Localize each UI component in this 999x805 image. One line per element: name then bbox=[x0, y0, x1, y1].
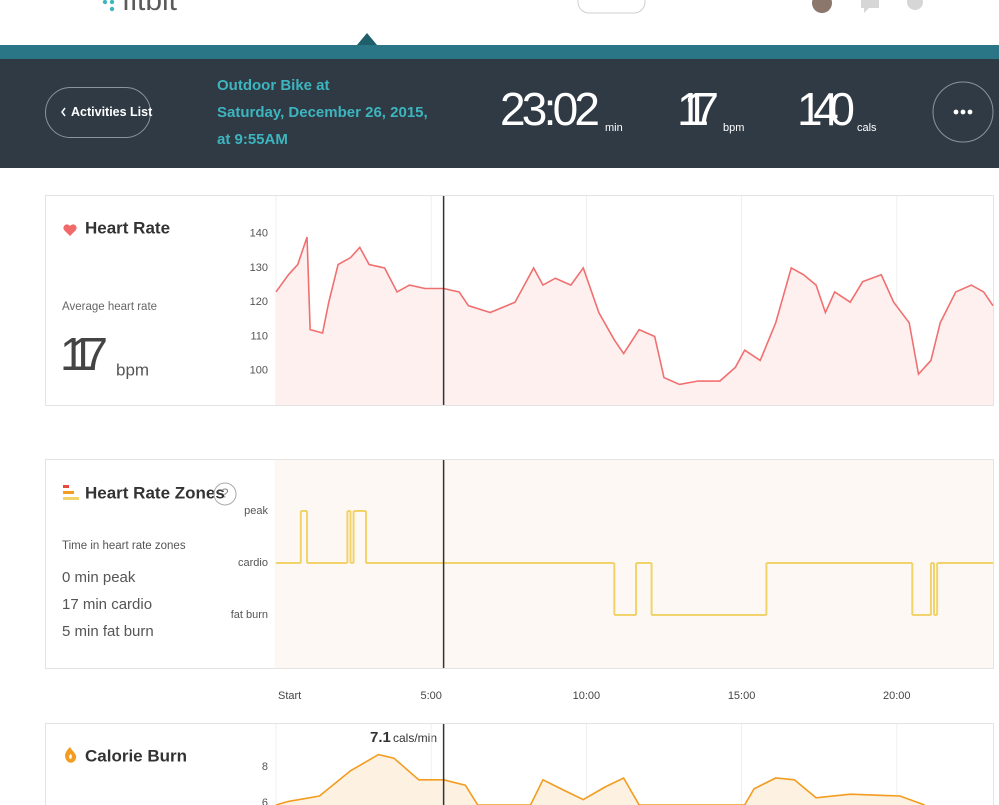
zones-summary-title: Time in heart rate zones bbox=[62, 540, 186, 552]
heart-rate-line bbox=[275, 236, 994, 386]
zone-level-label: fat burn bbox=[231, 609, 268, 621]
stat-unit: min bbox=[605, 122, 623, 134]
more-dots bbox=[953, 109, 973, 115]
cursor-unit: cals/min bbox=[393, 731, 437, 745]
activity-title: Outdoor Bike at bbox=[217, 77, 330, 94]
card-title: Calorie Burn bbox=[85, 746, 187, 765]
back-label[interactable]: Activities List bbox=[71, 105, 153, 119]
zone-level-label: cardio bbox=[238, 557, 268, 569]
y-tick-label: 8 bbox=[262, 761, 268, 773]
x-tick-label: 5:00 bbox=[420, 690, 441, 702]
calories-card bbox=[45, 723, 994, 805]
stat-unit: bpm bbox=[723, 122, 744, 134]
activity-title: at 9:55AM bbox=[217, 131, 288, 148]
avg-value: 117 bbox=[60, 328, 108, 380]
messages-icon[interactable] bbox=[861, 0, 879, 13]
zone-summary: 5 min fat burn bbox=[62, 623, 154, 640]
nav-button[interactable] bbox=[577, 0, 646, 14]
card-title: Heart Rate Zones bbox=[85, 483, 225, 502]
y-tick-label: 130 bbox=[250, 262, 268, 274]
logo[interactable]: fitbit bbox=[122, 0, 178, 17]
help-button[interactable] bbox=[213, 482, 237, 506]
activity-title: Saturday, December 26, 2015, bbox=[217, 104, 428, 121]
x-tick-label: 10:00 bbox=[573, 690, 601, 702]
card-title: Heart Rate bbox=[85, 218, 170, 237]
zone-summary: 17 min cardio bbox=[62, 596, 152, 613]
settings-icon[interactable] bbox=[907, 0, 923, 10]
avg-label: Average heart rate bbox=[62, 301, 157, 313]
y-tick-label: 6 bbox=[262, 797, 268, 805]
back-button[interactable] bbox=[45, 87, 151, 138]
back-chevron bbox=[61, 107, 66, 117]
flame-icon bbox=[65, 747, 77, 763]
y-tick-label: 140 bbox=[250, 228, 268, 240]
zones-icon bbox=[63, 485, 79, 500]
area-fill bbox=[276, 754, 925, 805]
y-tick-label: 110 bbox=[250, 330, 268, 342]
stat-value: 117 bbox=[677, 83, 719, 135]
accent-strip bbox=[0, 45, 999, 59]
x-tick-label: 20:00 bbox=[883, 690, 911, 702]
avatar[interactable] bbox=[812, 0, 832, 13]
heart-rate-line bbox=[275, 753, 925, 805]
x-tick-label: 15:00 bbox=[728, 690, 756, 702]
heart-icon bbox=[63, 224, 77, 236]
more-button[interactable] bbox=[932, 81, 994, 143]
stat-value: 23:02 bbox=[500, 83, 600, 135]
cursor-value: 7.1 bbox=[370, 729, 391, 746]
y-tick-label: 120 bbox=[250, 296, 268, 308]
stat-value: 140 bbox=[797, 83, 855, 135]
help-label[interactable]: ? bbox=[221, 485, 228, 500]
logo-dots bbox=[102, 0, 115, 12]
area-fill bbox=[276, 237, 993, 405]
nav-bar bbox=[0, 0, 999, 45]
nav-indicator bbox=[357, 33, 377, 45]
zone-summary: 0 min peak bbox=[62, 569, 136, 586]
y-tick-label: 100 bbox=[250, 365, 268, 377]
stat-unit: cals bbox=[857, 122, 877, 134]
activity-header bbox=[0, 59, 999, 168]
x-tick-label: Start bbox=[278, 690, 301, 702]
zone-level-label: peak bbox=[244, 505, 268, 517]
avg-unit: bpm bbox=[116, 360, 149, 379]
